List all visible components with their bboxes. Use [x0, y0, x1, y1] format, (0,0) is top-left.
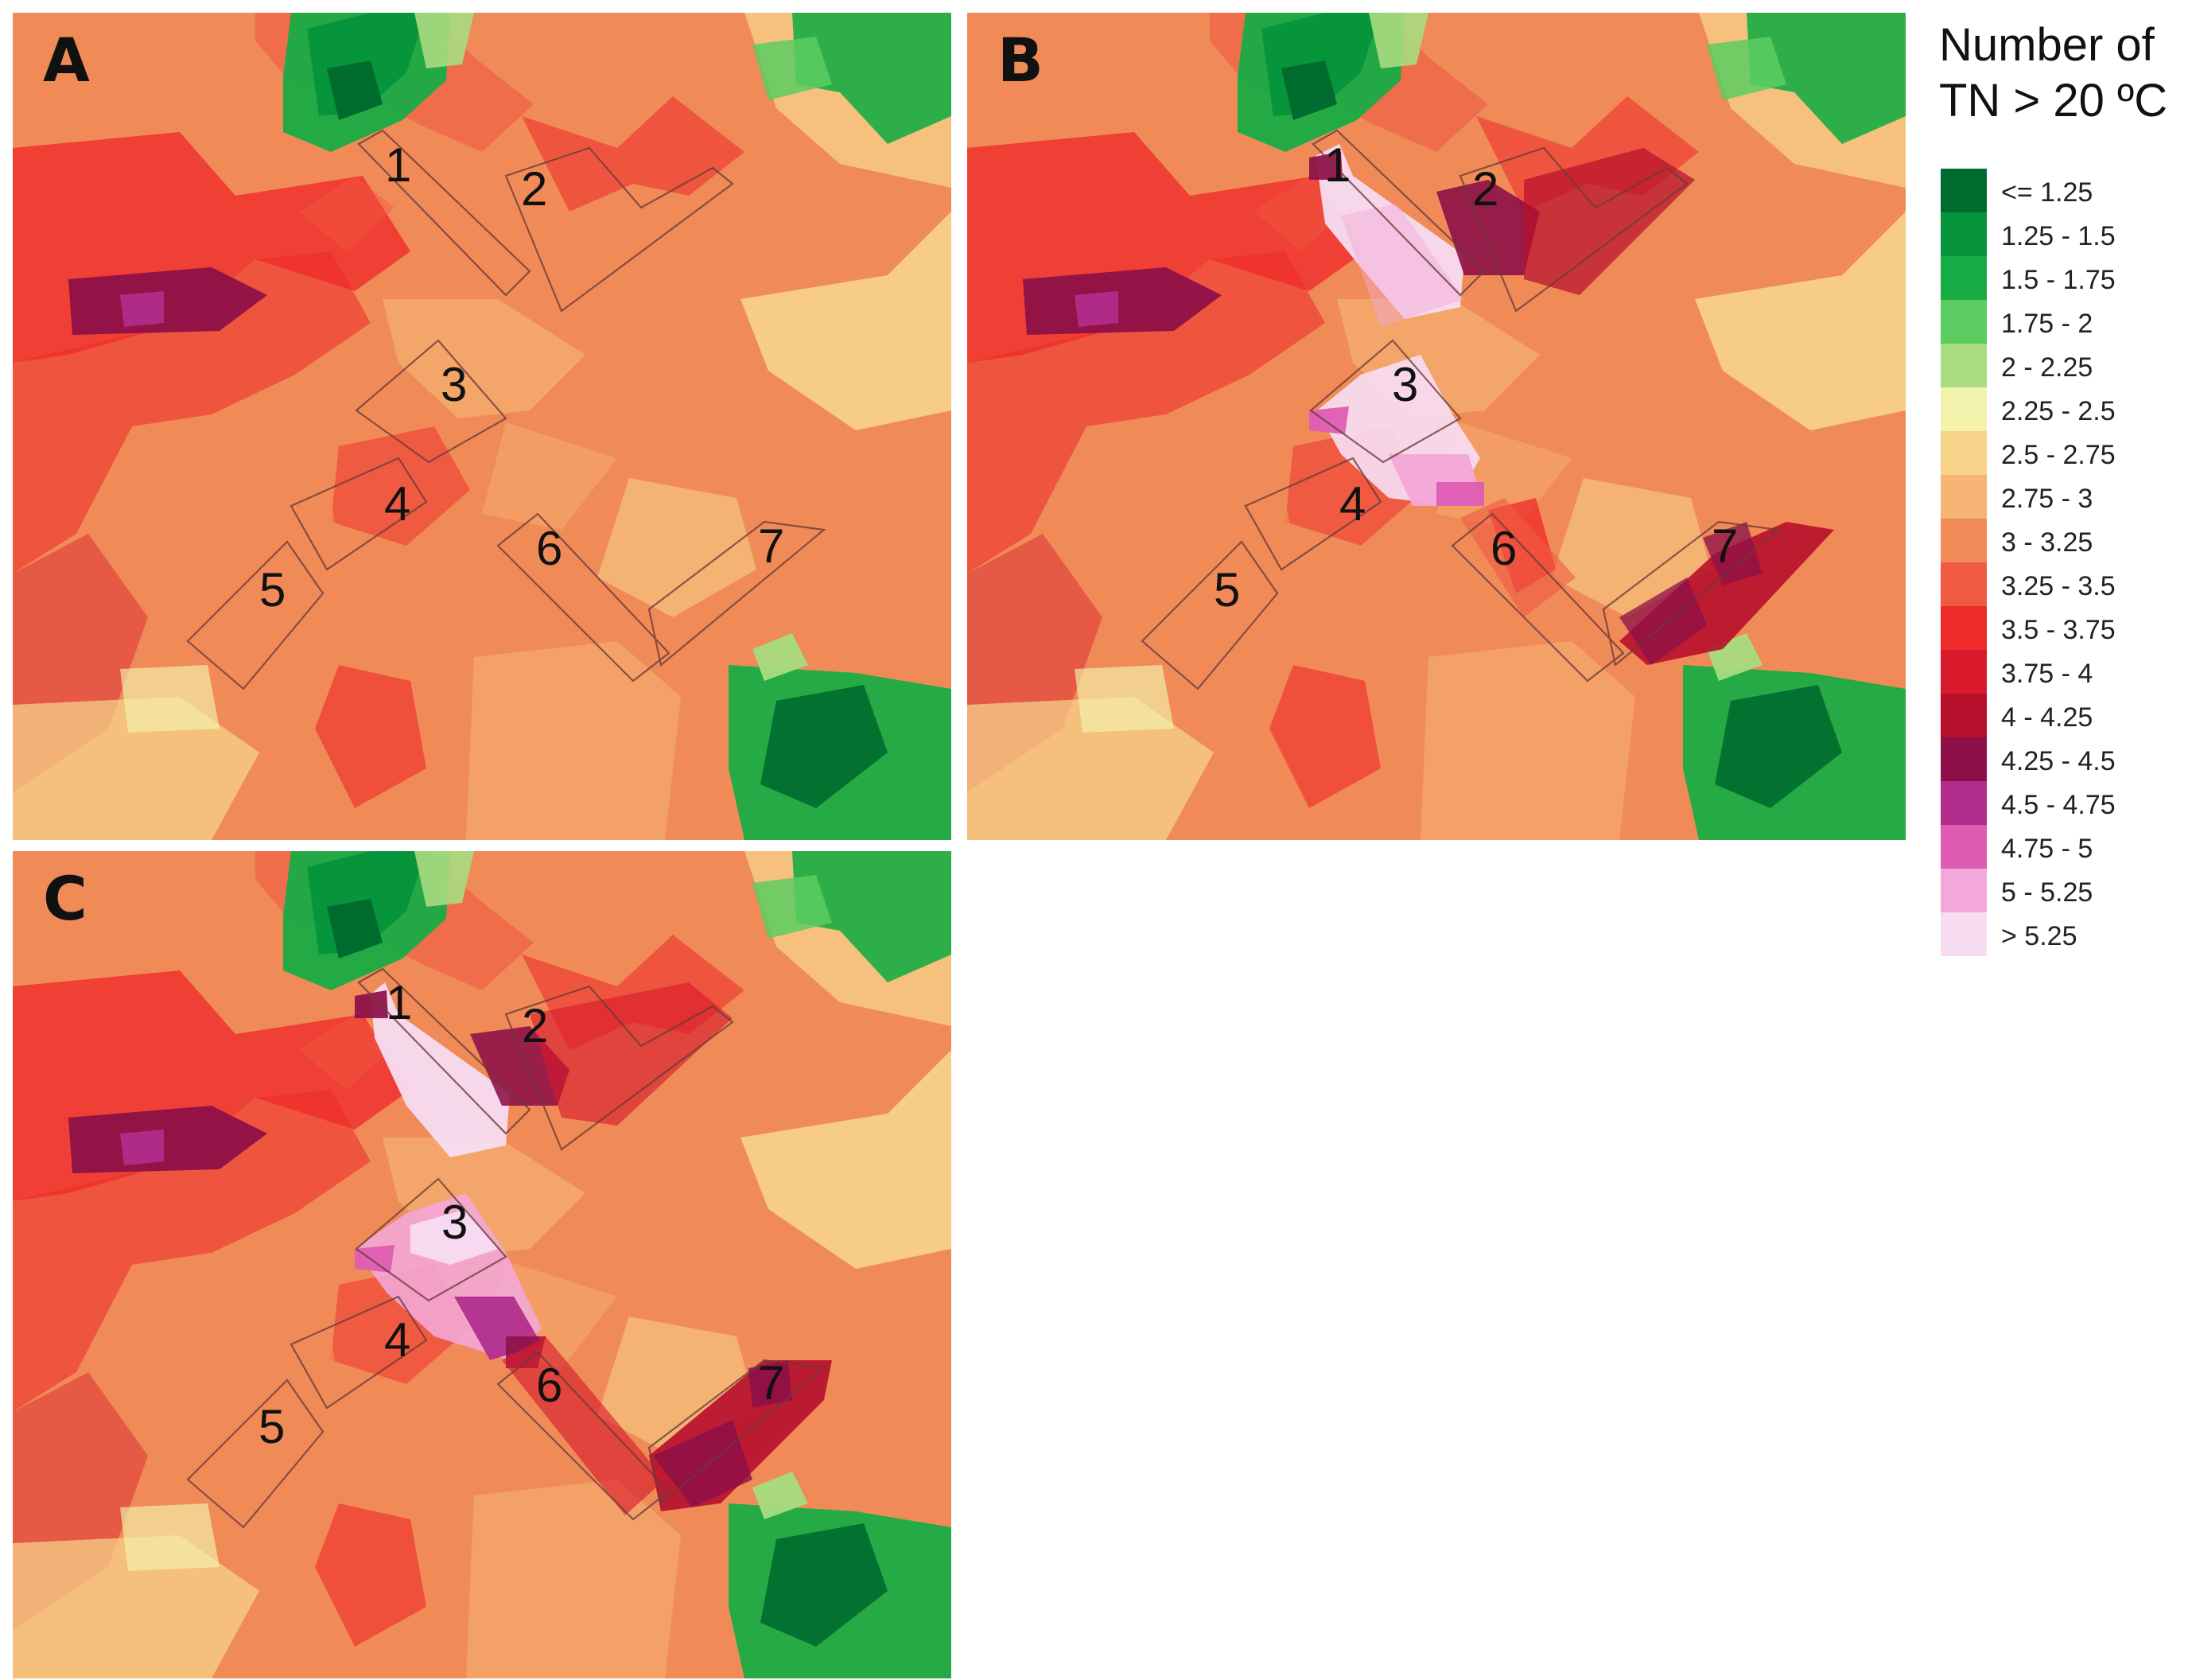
zone-label-4: 4 [1339, 477, 1366, 531]
legend-item: 4.25 - 4.5 [1941, 737, 2179, 781]
legend-label: 1.25 - 1.5 [2001, 221, 2116, 251]
legend-label: 2.5 - 2.75 [2001, 440, 2116, 470]
zone-label-2: 2 [521, 162, 547, 216]
zone-label-1: 1 [385, 138, 411, 192]
panel-letter-b: B [997, 25, 1044, 95]
legend-label: 4 - 4.25 [2001, 702, 2093, 733]
zone-label-5: 5 [1214, 563, 1240, 616]
legend-label: > 5.25 [2001, 921, 2077, 951]
legend-item: 2.5 - 2.75 [1941, 431, 2179, 475]
zone-label-2: 2 [1472, 162, 1498, 216]
legend-item: 5 - 5.25 [1941, 869, 2179, 912]
zone-label-5: 5 [258, 1400, 285, 1453]
heat-map-b: 1 2 3 4 5 6 7 [967, 13, 1906, 840]
zone-label-4: 4 [384, 477, 410, 531]
map-panel-a: 1 2 3 4 5 6 7 A [13, 13, 951, 840]
legend-item: 4.5 - 4.75 [1941, 781, 2179, 825]
legend-swatch [1941, 650, 1987, 694]
legend-swatch [1941, 212, 1987, 256]
legend-swatch [1941, 825, 1987, 869]
legend-swatch [1941, 169, 1987, 212]
legend-item: > 5.25 [1941, 912, 2179, 956]
zone-label-2: 2 [522, 999, 548, 1052]
legend-title-line-2: TN > 20 ºC [1939, 74, 2168, 126]
legend-label: 2 - 2.25 [2001, 352, 2093, 383]
legend-item: 3.5 - 3.75 [1941, 606, 2179, 650]
legend-swatch [1941, 912, 1987, 956]
legend-item: 3.25 - 3.5 [1941, 562, 2179, 606]
legend-swatch [1941, 694, 1987, 737]
zone-label-1: 1 [386, 976, 412, 1029]
zone-label-6: 6 [536, 1359, 562, 1412]
legend-label: 4.75 - 5 [2001, 834, 2093, 864]
legend-swatch [1941, 869, 1987, 912]
legend-item: 1.5 - 1.75 [1941, 256, 2179, 300]
legend-swatch [1941, 431, 1987, 475]
legend-label: 4.5 - 4.75 [2001, 790, 2116, 820]
legend-item: <= 1.25 [1941, 169, 2179, 212]
legend-item: 2.25 - 2.5 [1941, 387, 2179, 431]
zone-label-6: 6 [536, 522, 562, 575]
legend-swatch [1941, 256, 1987, 300]
legend-swatch [1941, 562, 1987, 606]
legend-label: 3 - 3.25 [2001, 527, 2093, 558]
zone-label-3: 3 [441, 358, 467, 411]
legend-title: Number of TN > 20 ºC [1939, 18, 2187, 128]
legend-item: 3 - 3.25 [1941, 519, 2179, 562]
panel-letter-c: C [43, 863, 87, 934]
legend-item: 2.75 - 3 [1941, 475, 2179, 519]
zone-label-6: 6 [1490, 522, 1517, 575]
legend-title-line-1: Number of [1939, 19, 2155, 71]
heat-map-c: 1 2 3 4 5 6 7 [13, 851, 951, 1678]
legend-item: 2 - 2.25 [1941, 344, 2179, 387]
legend-swatch [1941, 300, 1987, 344]
legend-item: 4 - 4.25 [1941, 694, 2179, 737]
heat-map-a: 1 2 3 4 5 6 7 [13, 13, 951, 840]
legend-label: 3.25 - 3.5 [2001, 571, 2116, 601]
legend: Number of TN > 20 ºC <= 1.25 1.25 - 1.5 1.… [1917, 18, 2187, 964]
zone-label-7: 7 [758, 1356, 784, 1410]
map-panel-b: 1 2 3 4 5 6 7 B [967, 13, 1906, 840]
legend-label: 1.75 - 2 [2001, 309, 2093, 339]
zone-label-1: 1 [1324, 138, 1351, 192]
zone-label-3: 3 [441, 1196, 468, 1249]
legend-label: <= 1.25 [2001, 177, 2093, 208]
legend-item: 1.75 - 2 [1941, 300, 2179, 344]
zone-label-4: 4 [384, 1313, 410, 1367]
legend-item: 4.75 - 5 [1941, 825, 2179, 869]
legend-label: 5 - 5.25 [2001, 877, 2093, 908]
zone-label-7: 7 [1712, 519, 1738, 573]
legend-swatch [1941, 737, 1987, 781]
legend-swatch [1941, 519, 1987, 562]
panel-letter-a: A [43, 25, 90, 95]
legend-item: 3.75 - 4 [1941, 650, 2179, 694]
zone-label-5: 5 [259, 563, 286, 616]
legend-label: 3.5 - 3.75 [2001, 615, 2116, 645]
zone-label-3: 3 [1392, 358, 1418, 411]
legend-swatch [1941, 781, 1987, 825]
legend-item: 1.25 - 1.5 [1941, 212, 2179, 256]
legend-label: 2.75 - 3 [2001, 484, 2093, 514]
legend-swatch [1941, 344, 1987, 387]
legend-swatch [1941, 387, 1987, 431]
legend-label: 1.5 - 1.75 [2001, 265, 2116, 295]
legend-label: 2.25 - 2.5 [2001, 396, 2116, 426]
legend-swatch [1941, 606, 1987, 650]
map-panel-c: 1 2 3 4 5 6 7 C [13, 851, 951, 1678]
legend-label: 3.75 - 4 [2001, 659, 2093, 689]
legend-swatch [1941, 475, 1987, 519]
zone-label-7: 7 [758, 519, 784, 573]
legend-label: 4.25 - 4.5 [2001, 746, 2116, 776]
